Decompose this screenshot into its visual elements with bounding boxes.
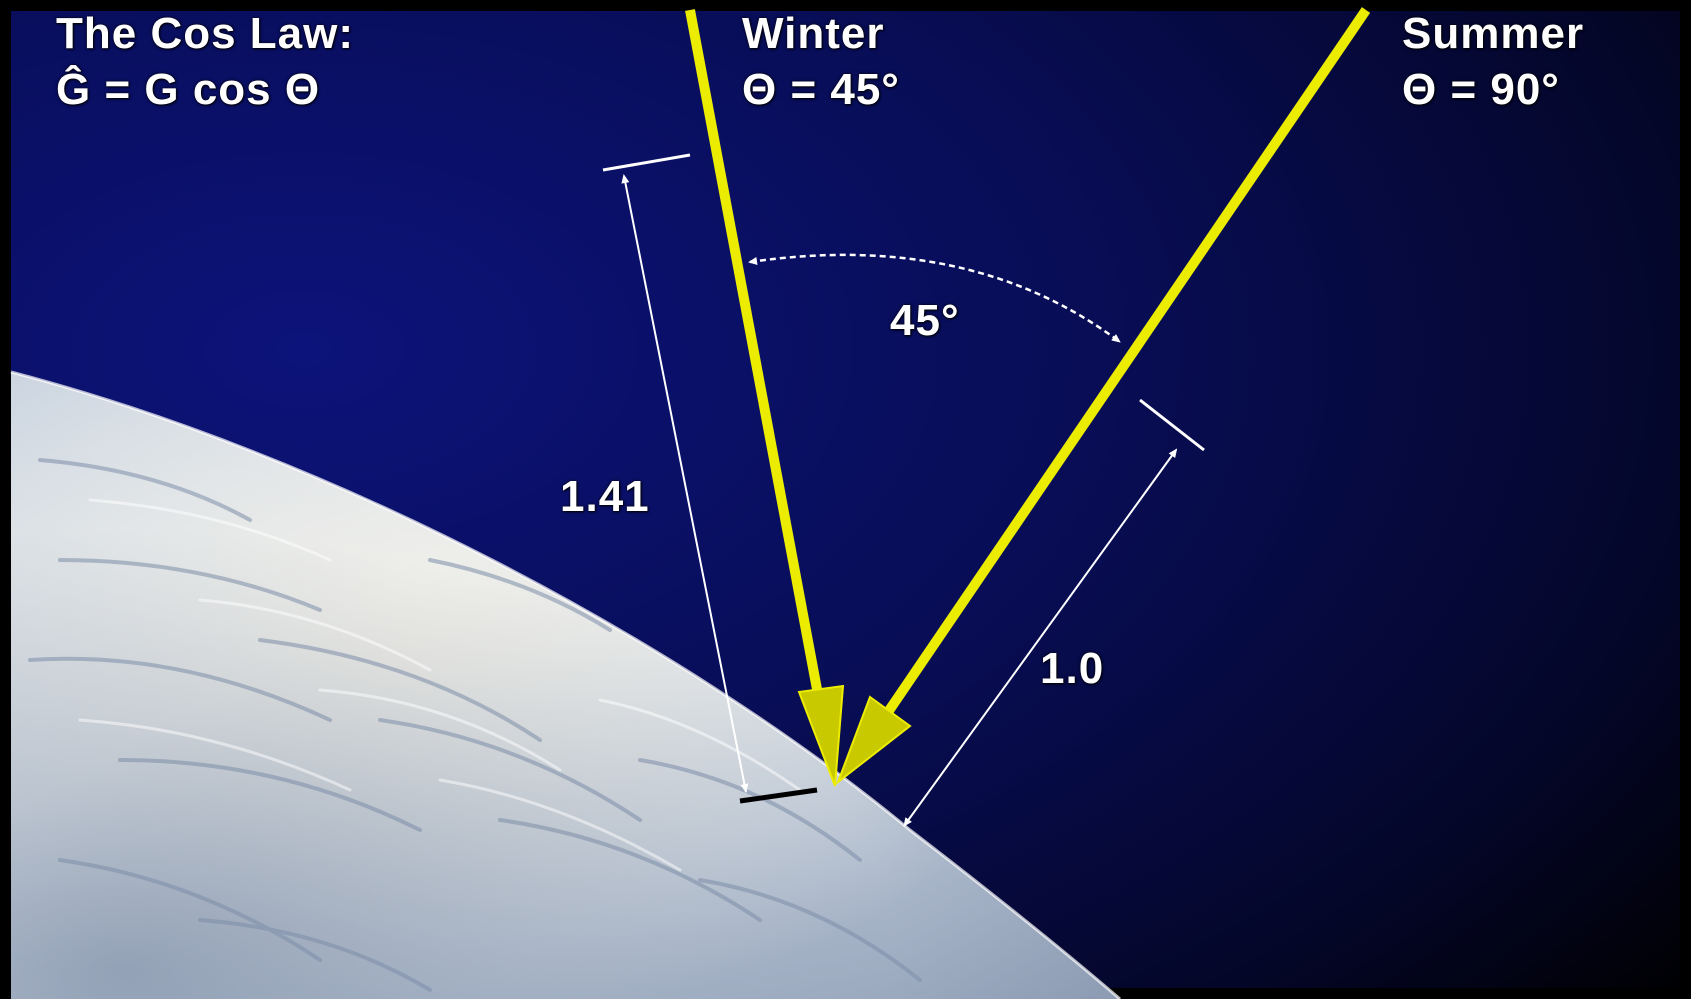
cos-law-title-line1: The Cos Law:	[56, 9, 355, 58]
winter-span-line	[621, 174, 749, 793]
earth-surface	[10, 370, 1121, 999]
winter-span-label: 1.41	[560, 472, 650, 521]
summer-angle: Θ = 90°	[1402, 65, 1560, 114]
cos-law-formula: Ĝ = G cos Θ	[56, 65, 321, 114]
summer-sun-ray	[835, 7, 1371, 785]
summer-span-tick-top	[1139, 398, 1205, 452]
angle-between-label: 45°	[890, 296, 960, 345]
winter-angle: Θ = 45°	[742, 65, 900, 114]
angle-arc	[748, 253, 1121, 344]
summer-name: Summer	[1402, 9, 1585, 58]
winter-span-tick-top	[602, 153, 691, 172]
summer-ray-arrowhead	[835, 695, 912, 785]
winter-span-dimension	[602, 153, 818, 804]
summer-span-label: 1.0	[1040, 644, 1105, 693]
summer-label: Summer Θ = 90°	[1402, 6, 1584, 118]
winter-sun-ray	[685, 9, 845, 787]
summer-span-dimension	[903, 398, 1205, 827]
winter-ray-arrowhead	[797, 684, 845, 787]
winter-label: Winter Θ = 45°	[742, 6, 900, 118]
winter-name: Winter	[742, 9, 885, 58]
cos-law-title: The Cos Law: Ĝ = G cos Θ	[56, 6, 354, 118]
winter-span-tick-bottom	[739, 787, 818, 804]
summer-span-line	[903, 448, 1178, 827]
